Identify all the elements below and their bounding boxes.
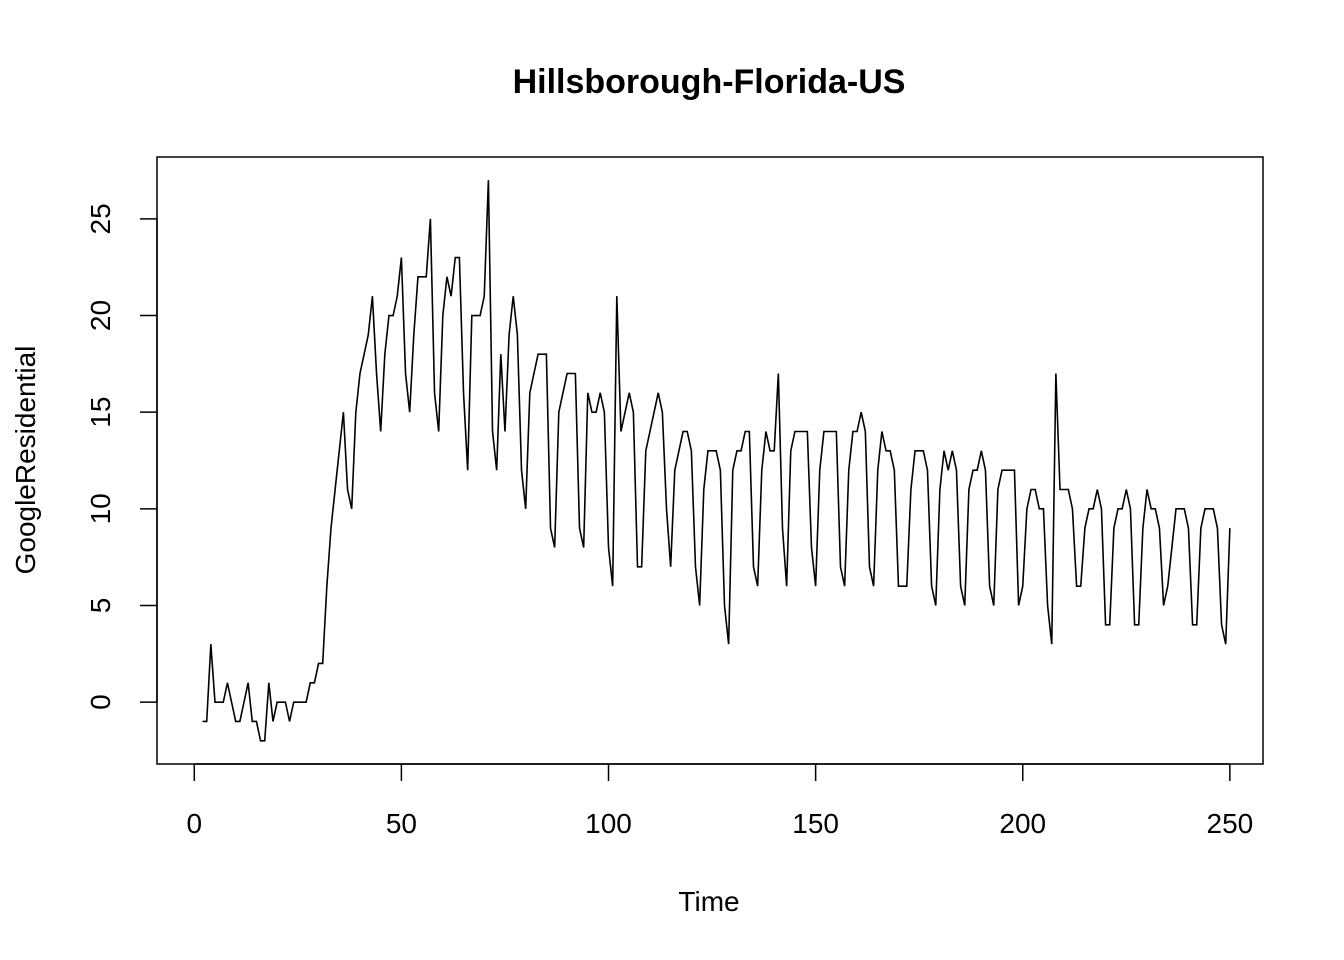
y-tick-label: 5 xyxy=(85,598,116,614)
x-axis-label: Time xyxy=(678,886,739,917)
y-axis-label: GoogleResidential xyxy=(10,346,41,575)
y-tick-label: 10 xyxy=(85,493,116,524)
x-tick-label: 150 xyxy=(792,808,839,839)
chart-title: Hillsborough-Florida-US xyxy=(513,63,906,101)
x-axis: 0 50 100 150 200 250 xyxy=(186,763,1254,839)
x-tick-label: 50 xyxy=(386,808,417,839)
x-tick-label: 200 xyxy=(999,808,1046,839)
y-tick-label: 0 xyxy=(85,694,116,710)
x-tick-label: 0 xyxy=(186,808,202,839)
x-tick-label: 250 xyxy=(1207,808,1254,839)
x-tick-label: 100 xyxy=(585,808,632,839)
series-layer xyxy=(202,180,1231,742)
y-axis: 0 5 10 15 20 25 xyxy=(85,203,158,710)
y-tick-label: 25 xyxy=(85,203,116,234)
y-tick-label: 15 xyxy=(85,397,116,428)
series-line xyxy=(202,180,1231,742)
plot-frame xyxy=(156,156,1264,765)
y-tick-label: 20 xyxy=(85,300,116,331)
